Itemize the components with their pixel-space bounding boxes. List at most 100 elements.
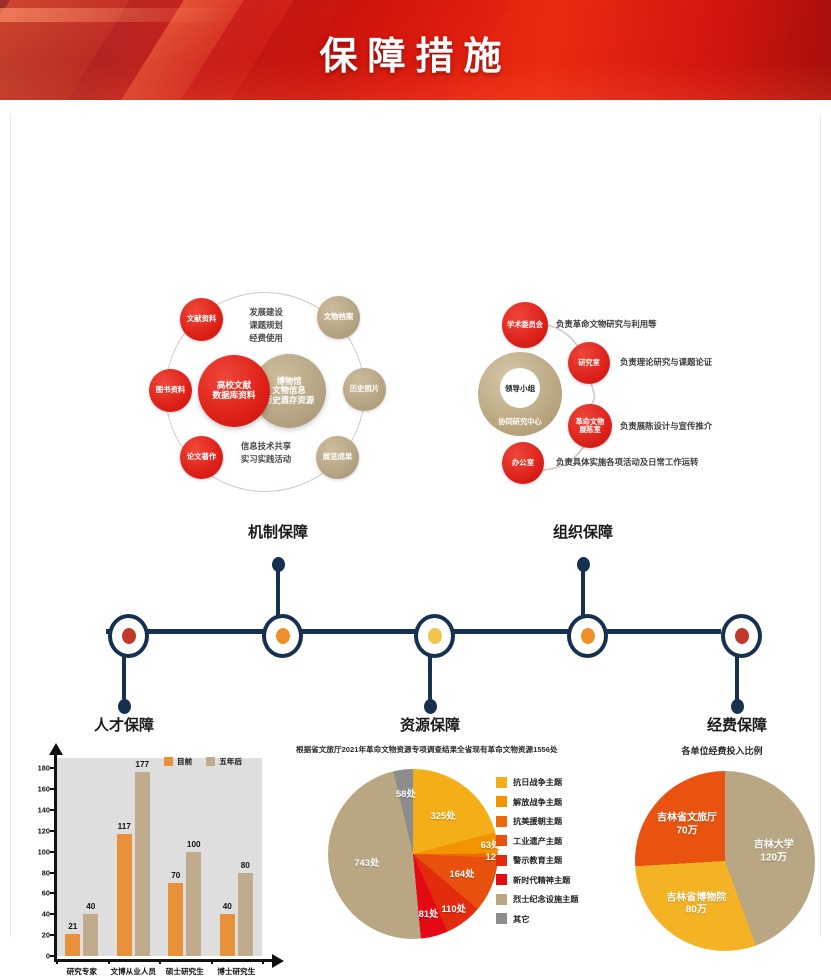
legend-label: 警示教育主题 [513, 856, 563, 865]
bar-chart-y-tick-label: 140 [37, 805, 50, 815]
page-header-banner: 保障措施 [0, 0, 831, 104]
pie-slice-label: 325处 [430, 809, 456, 821]
pie-legend-item: 警示教育主题 [496, 854, 579, 866]
cluster-satellite-label: 文献资料 [186, 314, 217, 324]
cluster-satellite-lunwen: 论文著作 [180, 436, 223, 479]
pie-chart-title: 根据省文旅厅2021年革命文物资源专项调查结果全省现有革命文物资源1556处 [296, 745, 558, 754]
timeline-label-2: 机制保障 [247, 524, 308, 541]
legend-label: 抗日战争主题 [513, 778, 563, 787]
pie-legend-item: 解放战争主题 [496, 796, 579, 808]
cluster-core-university-label: 高校文献 数据库资料 [213, 381, 256, 400]
timeline-label-4: 组织保障 [552, 524, 613, 541]
legend-swatch [496, 854, 507, 866]
bar-chart-y-tick-label: 20 [41, 930, 50, 940]
cluster-bottom-line: 信息技术共享 [240, 441, 292, 451]
timeline-label-5: 经费保障 [706, 717, 767, 734]
bar-chart-y-tick-mark [50, 871, 54, 874]
bar-future [83, 914, 99, 956]
pie-chart-legend: 抗日战争主题 解放战争主题 抗美援朝主题 工业遗产主题 警示教育主题 新时代精神主题 烈士纪… [496, 776, 579, 925]
org-node-administration-office: 办公室 [502, 442, 544, 484]
bar-chart-x-tick-label: 硕士研究生 [165, 967, 204, 976]
timeline-node-dot [734, 628, 749, 644]
timeline-stem-cap [576, 557, 590, 572]
cluster-satellite-zhanlanchengguo: 展览成果 [316, 436, 359, 479]
bar-chart-x-tick-label: 研究专家 [66, 967, 97, 976]
bar-chart-y-tick-mark [50, 913, 54, 916]
page-title: 保障措施 [319, 35, 512, 78]
bar-chart-x-arrow [272, 954, 284, 968]
pie-slice-label: 58处 [395, 788, 416, 800]
guarantee-timeline: 人才保障 机制保障 资源保障 组织保障 经费保障 [0, 509, 831, 739]
legend-swatch [164, 757, 173, 766]
org-node-description: 负责革命文物研究与利用等 [556, 319, 657, 329]
core-line: 数据库资料 [212, 390, 256, 400]
timeline-stem [581, 564, 585, 632]
legend-swatch [496, 893, 507, 905]
bar-chart-y-tick-mark [50, 934, 54, 937]
org-core-center-label: 领导小组 [504, 383, 536, 393]
bar-value-label: 117 [117, 822, 131, 832]
core-line: 历史遗存资源 [263, 394, 315, 405]
legend-label: 烈士纪念设施主题 [513, 895, 579, 904]
org-node-label: 学术委员会 [507, 319, 543, 329]
pie-slice-label: 110处 [441, 903, 466, 915]
bar-chart-y-tick-label: 180 [37, 763, 50, 773]
timeline-label-3: 资源保障 [399, 717, 460, 734]
timeline-node-3[interactable] [414, 614, 455, 658]
legend-swatch [206, 757, 216, 766]
funding-pie-graphic [635, 771, 815, 951]
bar-value-label: 40 [86, 902, 96, 912]
cluster-core-museum: 博物馆 文物信息 历史遗存资源 [252, 354, 326, 428]
bar-current [116, 834, 132, 956]
bar-chart-x-tick-mark [262, 959, 264, 964]
timeline-node-1[interactable] [108, 614, 149, 658]
bar-legend-item-current: 目前 [164, 756, 192, 767]
bar-legend-item-future: 五年后 [206, 756, 242, 767]
bar-chart-y-tick-label: 80 [41, 868, 50, 878]
bar-chart-y-tick-mark [50, 809, 54, 812]
bar-future [134, 771, 150, 956]
org-node-description: 负责理论研究与课题论证 [620, 357, 713, 367]
timeline-stem-cap [423, 699, 437, 714]
revolutionary-relics-pie-chart: 根据省文旅厅2021年革命文物资源专项调查结果全省现有革命文物资源1556处 3… [296, 744, 606, 974]
bar-chart-y-axis [54, 752, 57, 962]
cluster-satellite-tushu: 图书资料 [149, 369, 192, 412]
bar-value-label: 21 [68, 922, 78, 932]
org-core-donut: 领导小组 协同研究中心 [478, 352, 562, 436]
bar-chart-y-tick-mark [50, 767, 54, 770]
legend-swatch [496, 913, 507, 924]
org-node-description: 负责展陈设计与宣传推介 [620, 421, 713, 431]
cluster-satellite-lishizhaopian: 历史照片 [343, 368, 386, 411]
timeline-node-2[interactable] [262, 614, 303, 658]
cluster-bottom-text: 信息技术共享 实习实践活动 [202, 440, 330, 466]
legend-label: 五年后 [219, 757, 242, 766]
cluster-satellite-label: 图书资料 [155, 385, 186, 395]
legend-swatch [496, 776, 507, 788]
timeline-stem [122, 639, 126, 707]
bar-future [237, 872, 253, 956]
legend-label: 抗美援朝主题 [513, 817, 563, 826]
bar-value-label: 70 [171, 871, 181, 881]
org-node-exhibition-room: 革命文物 展陈室 [568, 404, 612, 448]
bar-chart-y-tick-label: 120 [37, 826, 50, 836]
cluster-top-line: 课题规划 [249, 320, 283, 331]
bar-current [168, 883, 184, 956]
bar-chart-x-axis [54, 959, 276, 962]
timeline-stem-cap [117, 699, 131, 714]
pie-slice-label: 12处 [486, 849, 506, 863]
bar-chart-y-tick-label: 160 [37, 784, 50, 794]
timeline-stem-cap [730, 699, 744, 714]
bar-value-label: 100 [186, 839, 201, 849]
talent-bar-chart: 目前 五年后 0 20 40 60 80 100 120 140 160 180 21 40 研究专家 1… [14, 743, 284, 980]
legend-swatch [496, 815, 507, 827]
org-node-description: 负责具体实施各项活动及日常工作运转 [556, 457, 699, 467]
timeline-node-4[interactable] [567, 614, 608, 658]
pie-legend-item: 抗美援朝主题 [496, 815, 579, 827]
org-node-label: 办公室 [511, 457, 535, 467]
bar-chart-x-tick-label: 文博从业人员 [110, 967, 157, 976]
pie-slice-label: 164处 [449, 868, 475, 880]
legend-label: 目前 [177, 757, 193, 766]
cluster-satellite-label: 论文著作 [186, 452, 217, 462]
timeline-node-dot [121, 628, 136, 644]
timeline-node-5[interactable] [721, 614, 762, 658]
